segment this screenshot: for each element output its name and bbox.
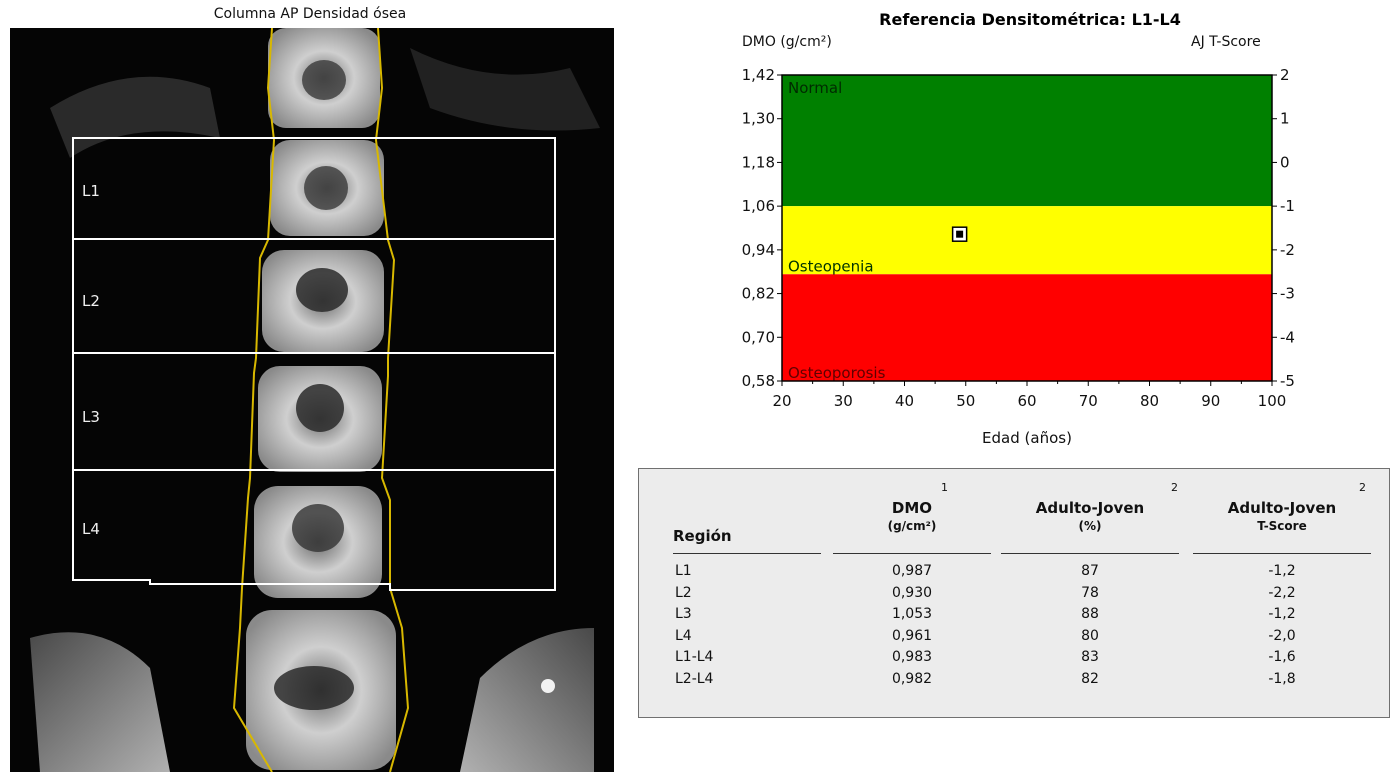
cell-dmo: 0,983 — [891, 649, 933, 665]
band-label: Osteopenia — [788, 257, 874, 275]
header-pct-footnote: 2 — [1171, 481, 1178, 494]
x-tick-label: 90 — [1201, 392, 1220, 410]
y2-tick-label: -1 — [1280, 197, 1295, 215]
header-dmo-footnote: 1 — [941, 481, 948, 494]
header-tscore-unit: T-Score — [1257, 519, 1307, 533]
band-label: Osteoporosis — [788, 364, 886, 382]
table-row: L1-L4 0,983 83 -1,6 — [639, 649, 1391, 669]
region-label-l1: L1 — [82, 182, 100, 200]
spine-xray-graphic — [10, 28, 614, 772]
header-pct: Adulto-Joven (%) — [1001, 499, 1179, 533]
header-divider — [1001, 553, 1179, 554]
cell-dmo: 1,053 — [891, 606, 933, 622]
x-tick-label: 70 — [1079, 392, 1098, 410]
cell-adult-young-pct: 83 — [1081, 649, 1099, 665]
x-tick-label: 100 — [1258, 392, 1287, 410]
y-tick-label: 1,18 — [742, 153, 775, 171]
header-dmo-unit: (g/cm²) — [887, 519, 937, 533]
header-pct-label: Adulto-Joven — [1035, 499, 1145, 517]
cell-region: L4 — [675, 627, 692, 644]
y-tick-label: 1,06 — [742, 197, 775, 215]
cell-tscore: -2,2 — [1268, 584, 1296, 601]
y2-tick-label: 2 — [1280, 66, 1290, 84]
x-tick-label: 60 — [1017, 392, 1036, 410]
x-tick-label: 30 — [834, 392, 853, 410]
y-tick-label: 0,82 — [742, 285, 775, 303]
table-row: L2 0,930 78 -2,2 — [639, 585, 1391, 605]
y2-axis-title: AJ T-Score — [1191, 34, 1261, 50]
band-normal — [782, 75, 1272, 207]
cell-tscore: -1,8 — [1268, 670, 1296, 687]
cell-region: L1-L4 — [675, 649, 714, 665]
y2-tick-label: -2 — [1280, 241, 1295, 259]
cell-tscore: -1,6 — [1268, 649, 1296, 665]
y2-tick-label: -4 — [1280, 328, 1295, 346]
header-divider — [833, 553, 991, 554]
cell-region: L3 — [675, 606, 692, 622]
header-dmo: DMO (g/cm²) — [833, 499, 991, 533]
data-point-center — [956, 230, 964, 238]
region-label-l2: L2 — [82, 292, 100, 310]
y-tick-label: 0,70 — [742, 328, 775, 346]
x-tick-label: 20 — [772, 392, 791, 410]
x-tick-label: 80 — [1140, 392, 1159, 410]
y-tick-label: 1,42 — [742, 66, 775, 84]
y2-tick-label: 1 — [1280, 110, 1290, 128]
cell-tscore: -2,0 — [1268, 627, 1296, 644]
cell-dmo: 0,987 — [891, 563, 933, 579]
x-tick-label: 40 — [895, 392, 914, 410]
cell-dmo: 0,930 — [891, 584, 933, 601]
cell-tscore: -1,2 — [1268, 606, 1296, 622]
cell-region: L2-L4 — [675, 670, 714, 687]
cell-dmo: 0,961 — [891, 627, 933, 644]
spine-xray-image: L1 L2 L3 L4 — [10, 28, 614, 772]
cell-adult-young-pct: 87 — [1081, 563, 1099, 579]
y2-tick-label: -3 — [1280, 285, 1295, 303]
table-row: L2-L4 0,982 82 -1,8 — [639, 671, 1391, 691]
header-tscore-footnote: 2 — [1359, 481, 1366, 494]
cell-adult-young-pct: 80 — [1081, 627, 1099, 644]
cell-region: L1 — [675, 563, 692, 579]
results-table: Región DMO (g/cm²) 1 Adulto-Joven (%) 2 … — [638, 468, 1390, 718]
cell-tscore: -1,2 — [1268, 563, 1296, 579]
region-label-l3: L3 — [82, 408, 100, 426]
y-tick-label: 0,58 — [742, 372, 775, 390]
header-dmo-label: DMO — [891, 499, 933, 517]
table-row: L3 1,053 88 -1,2 — [639, 606, 1391, 626]
band-label: Normal — [788, 79, 842, 97]
table-row: L4 0,961 80 -2,0 — [639, 628, 1391, 648]
header-pct-unit: (%) — [1078, 519, 1102, 533]
y2-tick-label: 0 — [1280, 153, 1290, 171]
header-region: Región — [673, 527, 732, 545]
header-tscore-label: Adulto-Joven — [1227, 499, 1337, 517]
header-divider — [1193, 553, 1371, 554]
band-osteopenia — [782, 206, 1272, 275]
cell-dmo: 0,982 — [891, 670, 933, 687]
header-tscore: Adulto-Joven T-Score — [1193, 499, 1371, 533]
y2-tick-label: -5 — [1280, 372, 1295, 390]
x-tick-label: 50 — [956, 392, 975, 410]
image-title: Columna AP Densidad ósea — [213, 6, 407, 22]
y-axis-title: DMO (g/cm²) — [742, 34, 832, 50]
y-tick-label: 1,30 — [742, 110, 775, 128]
densitometry-chart: Normal Osteopenia Osteoporosis 1,42 1,30 1,18… — [742, 66, 1295, 447]
chart-title: Referencia Densitométrica: L1-L4 — [879, 10, 1181, 29]
x-axis-title: Edad (años) — [982, 429, 1072, 447]
cell-region: L2 — [675, 584, 692, 601]
cell-adult-young-pct: 82 — [1081, 670, 1099, 687]
y-tick-label: 0,94 — [742, 241, 775, 259]
region-label-l4: L4 — [82, 520, 100, 538]
band-osteoporosis — [782, 274, 1272, 381]
header-divider — [673, 553, 821, 554]
cell-adult-young-pct: 88 — [1081, 606, 1099, 622]
table-row: L1 0,987 87 -1,2 — [639, 563, 1391, 583]
cell-adult-young-pct: 78 — [1081, 584, 1099, 601]
